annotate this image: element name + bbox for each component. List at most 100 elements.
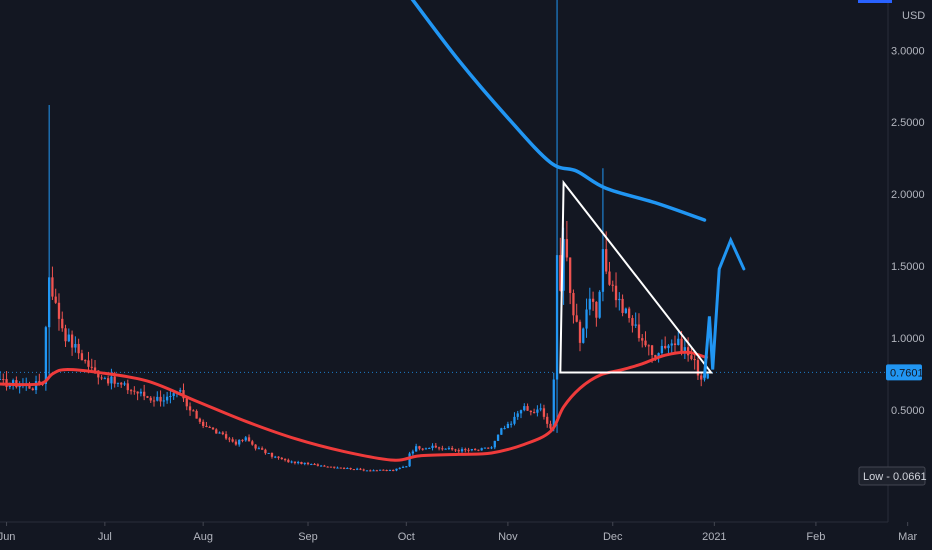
candle-body: [103, 378, 107, 380]
axis-top-marker: [858, 0, 892, 3]
candle-body: [650, 345, 654, 355]
candle-body: [451, 447, 454, 450]
candle-body: [624, 308, 628, 313]
candle-body: [228, 438, 231, 440]
candle-body: [395, 468, 398, 471]
candle-body: [385, 470, 388, 472]
candle-body: [93, 367, 97, 371]
candle-body: [336, 467, 339, 469]
candle-body: [598, 291, 601, 318]
candle-body: [637, 324, 641, 339]
candle-body: [267, 452, 270, 454]
candle-body: [323, 465, 326, 467]
candle-body: [398, 467, 401, 469]
candle-body: [48, 277, 51, 328]
candle-body: [500, 428, 503, 435]
time-axis[interactable]: JunJulAugSepOctNovDec2021FebMarAprMayJu: [0, 521, 932, 543]
candle-body: [241, 439, 244, 441]
x-tick-label: Mar: [898, 531, 917, 543]
plot-area[interactable]: [0, 0, 888, 472]
candle-body: [582, 328, 585, 343]
y-tick-label: 2.0000: [891, 189, 925, 201]
x-tick-label: Sep: [298, 531, 318, 543]
candle-body: [539, 408, 542, 410]
candle-body: [329, 466, 333, 468]
candle-body: [480, 448, 483, 451]
candle-body: [572, 292, 575, 316]
candle-body: [310, 464, 313, 466]
x-tick-label: Nov: [498, 531, 518, 543]
candle-body: [569, 257, 572, 293]
candle-body: [136, 391, 139, 394]
candle-body: [326, 466, 329, 468]
candle-body: [378, 469, 382, 471]
candle-body: [110, 376, 113, 384]
svg-text:Low - 0.0661: Low - 0.0661: [863, 471, 927, 483]
candle-body: [690, 355, 693, 359]
candle-body: [165, 396, 169, 401]
candle-body: [297, 462, 300, 464]
candle-body: [126, 383, 129, 391]
candle-body: [84, 360, 87, 362]
candle-body: [316, 464, 319, 466]
candle-body: [179, 390, 182, 392]
candle-body: [264, 449, 267, 454]
candle-body: [464, 449, 467, 451]
candle-body: [408, 453, 411, 467]
candle-body: [683, 347, 686, 353]
candle-body: [542, 408, 546, 417]
y-tick-label: 1.0000: [891, 333, 925, 345]
candle-body: [706, 374, 709, 379]
candle-body: [519, 410, 523, 414]
candle-body: [401, 466, 405, 468]
candle-body: [277, 456, 280, 458]
fast-moving-average-line: [0, 350, 709, 462]
candle-body: [306, 462, 310, 465]
candle-body: [202, 421, 205, 426]
candle-body: [254, 444, 257, 449]
candle-body: [546, 416, 549, 424]
triangle-pattern-drawing[interactable]: [559, 179, 714, 374]
candle-body: [303, 462, 306, 465]
candle-body: [362, 469, 365, 471]
candle-body: [54, 296, 57, 303]
candle-body: [64, 328, 67, 342]
candle-body: [487, 447, 490, 449]
candle-body: [392, 470, 395, 472]
candle-body: [185, 398, 188, 407]
x-tick-label: Jun: [0, 531, 15, 543]
candle-body: [146, 396, 149, 398]
candle-body: [274, 456, 277, 458]
candle-body: [424, 448, 428, 450]
candle-body: [231, 439, 234, 442]
candle-body: [188, 406, 192, 411]
candle-body: [349, 468, 352, 470]
projection-arrow-drawing[interactable]: [703, 236, 746, 379]
candle-body: [172, 393, 175, 397]
candle-body: [647, 345, 650, 347]
x-tick-label: 2021: [702, 531, 726, 543]
candle-body: [660, 345, 664, 354]
candle-body: [149, 397, 152, 401]
candle-body: [143, 391, 146, 397]
x-tick-label: Jul: [98, 531, 112, 543]
candle-body: [644, 340, 647, 346]
candle-body: [162, 400, 165, 402]
candle-body: [673, 343, 677, 346]
candle-body: [654, 354, 657, 358]
candle-body: [159, 396, 162, 402]
candle-body: [224, 434, 228, 439]
candle-body: [418, 446, 421, 449]
candle-body: [591, 298, 595, 302]
candle-body: [578, 321, 582, 343]
candle-body: [372, 470, 375, 472]
candle-body: [123, 383, 126, 385]
candle-body: [198, 418, 202, 422]
candle-body: [11, 380, 15, 385]
candle-body: [270, 452, 274, 457]
y-tick-label: 2.5000: [891, 117, 925, 129]
candle-body: [516, 413, 519, 417]
candle-body: [473, 449, 477, 451]
candle-body: [293, 461, 297, 464]
